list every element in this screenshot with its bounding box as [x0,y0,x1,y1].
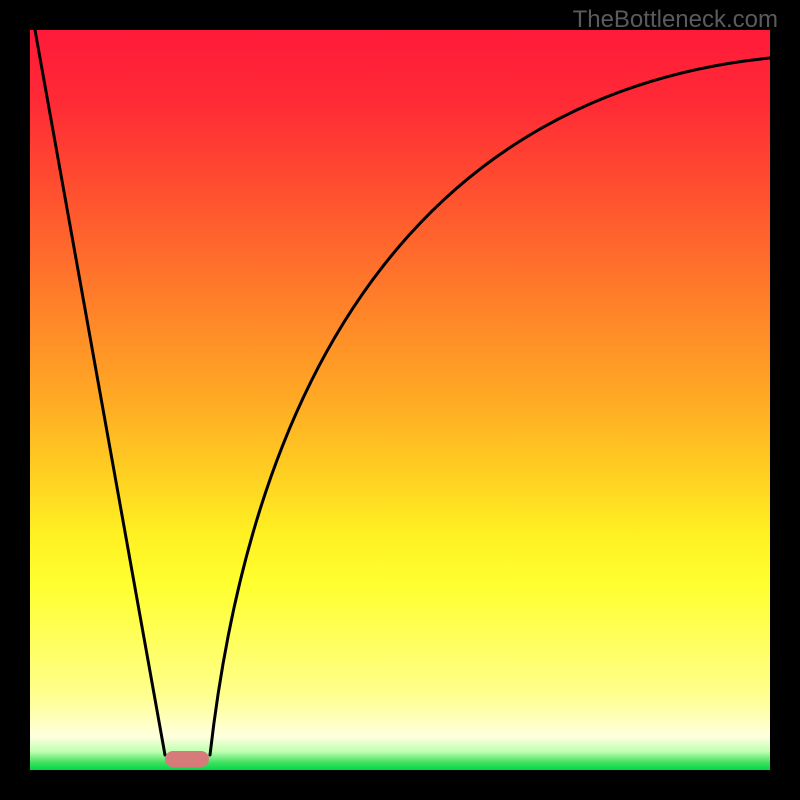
chart-svg [0,0,800,800]
plot-area [30,30,770,770]
min-marker [165,751,209,767]
chart-container: TheBottleneck.com [0,0,800,800]
